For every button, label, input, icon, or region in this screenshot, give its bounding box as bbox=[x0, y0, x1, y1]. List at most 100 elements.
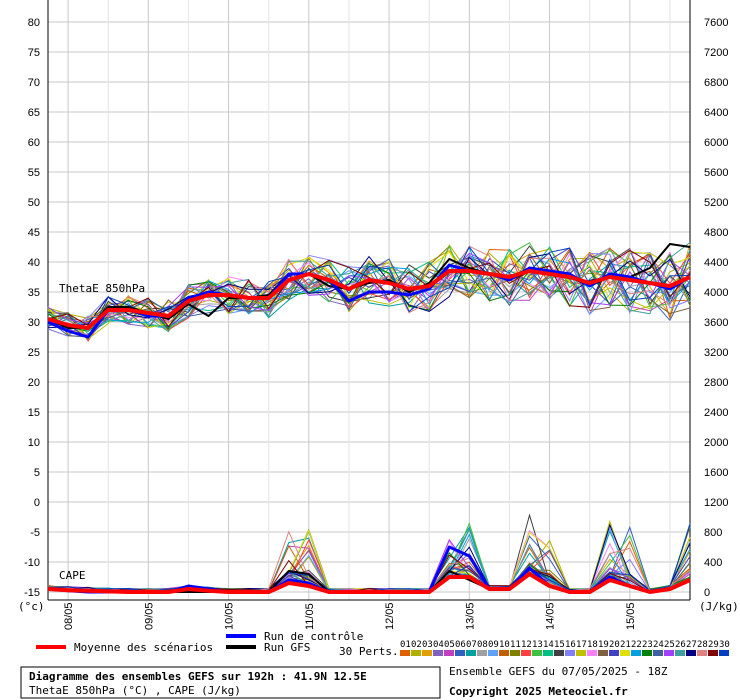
perturbation-legend: 01 02 03 04 05 06 07 08 09 10 11 12 13 14 15 16 17 18 19 20… bbox=[400, 640, 730, 656]
pert-swatch bbox=[433, 650, 443, 656]
left-tick-label: 60 bbox=[28, 137, 40, 149]
pert-number: 16 bbox=[565, 640, 576, 650]
pert-swatch bbox=[444, 650, 454, 656]
left-tick-label: 25 bbox=[28, 347, 40, 359]
pert-number: 15 bbox=[554, 640, 565, 650]
right-tick-label: 4400 bbox=[704, 257, 728, 269]
right-tick-label: 1600 bbox=[704, 467, 728, 479]
ensemble-thetae-line bbox=[47, 245, 691, 340]
pert-swatch bbox=[521, 650, 531, 656]
right-tick-label: 5200 bbox=[704, 197, 728, 209]
pert-swatch bbox=[609, 650, 619, 656]
pert-number: 10 bbox=[499, 640, 510, 650]
pert-swatch bbox=[576, 650, 586, 656]
pert-number: 22 bbox=[631, 640, 642, 650]
right-axis-cape: 7600720068006400600056005200480044004000… bbox=[704, 17, 728, 599]
pert-number: 30 bbox=[719, 640, 730, 650]
pert-number: 06 bbox=[455, 640, 466, 650]
ensemble-thetae-line bbox=[47, 247, 691, 340]
chart-title: Diagramme des ensembles GEFS sur 192h : … bbox=[29, 670, 367, 683]
pert-swatch bbox=[532, 650, 542, 656]
right-tick-label: 400 bbox=[704, 557, 722, 569]
date-label: 14/05 bbox=[545, 602, 557, 630]
left-tick-label: 75 bbox=[28, 47, 40, 59]
pert-swatch bbox=[620, 650, 630, 656]
series-cape-0 bbox=[47, 572, 691, 594]
pert-swatch bbox=[653, 650, 663, 656]
date-label: 11/05 bbox=[304, 603, 316, 630]
left-tick-label: -15 bbox=[24, 587, 40, 599]
pert-swatch bbox=[664, 650, 674, 656]
ensemble-thetae-line bbox=[47, 246, 691, 335]
right-tick-label: 3200 bbox=[704, 347, 728, 359]
pert-number: 20 bbox=[609, 640, 620, 650]
pert-swatch bbox=[411, 650, 421, 656]
right-tick-label: 4800 bbox=[704, 227, 728, 239]
pert-number: 05 bbox=[444, 640, 455, 650]
pert-swatch bbox=[400, 650, 410, 656]
main-series bbox=[47, 243, 691, 594]
left-axis-unit: (°c) bbox=[18, 600, 45, 613]
series-thetae-0 bbox=[47, 269, 691, 330]
pert-swatch bbox=[422, 650, 432, 656]
right-tick-label: 2400 bbox=[704, 407, 728, 419]
title-box bbox=[20, 666, 441, 699]
cape-annotation: CAPE bbox=[59, 569, 86, 582]
legend: Moyenne des scénarios Run de contrôle Ru… bbox=[36, 630, 730, 658]
left-tick-label: 30 bbox=[28, 317, 40, 329]
pert-swatch bbox=[499, 650, 509, 656]
pert-number: 27 bbox=[686, 640, 697, 650]
pert-number: 24 bbox=[653, 640, 664, 650]
legend-control-label: Run de contrôle bbox=[264, 630, 363, 643]
left-tick-label: 55 bbox=[28, 167, 40, 179]
pert-swatch bbox=[598, 650, 608, 656]
right-tick-label: 2000 bbox=[704, 437, 728, 449]
ensemble-thetae-line bbox=[47, 249, 691, 328]
left-tick-label: 50 bbox=[28, 197, 40, 209]
left-tick-label: 65 bbox=[28, 107, 40, 119]
pert-swatch bbox=[466, 650, 476, 656]
pert-number: 23 bbox=[642, 640, 653, 650]
run-info: Ensemble GEFS du 07/05/2025 - 18Z bbox=[449, 665, 668, 678]
pert-number: 01 bbox=[400, 640, 411, 650]
pert-swatch bbox=[477, 650, 487, 656]
ensemble-thetae-line bbox=[47, 251, 691, 333]
pert-swatch bbox=[554, 650, 564, 656]
pert-number: 29 bbox=[708, 640, 719, 650]
right-tick-label: 7600 bbox=[704, 17, 728, 29]
pert-swatch bbox=[697, 650, 707, 656]
left-tick-label: 45 bbox=[28, 227, 40, 239]
pert-number: 04 bbox=[433, 640, 444, 650]
copyright: Copyright 2025 Meteociel.fr bbox=[449, 685, 628, 698]
date-label: 09/05 bbox=[143, 602, 155, 630]
thetae-annotation: ThetaE 850hPa bbox=[59, 282, 145, 295]
pert-number: 28 bbox=[697, 640, 708, 650]
pert-number: 07 bbox=[466, 640, 477, 650]
pert-number: 08 bbox=[477, 640, 488, 650]
pert-number: 12 bbox=[521, 640, 532, 650]
pert-number: 03 bbox=[422, 640, 433, 650]
right-tick-label: 4000 bbox=[704, 287, 728, 299]
pert-number: 11 bbox=[510, 640, 521, 650]
pert-number: 02 bbox=[411, 640, 422, 650]
pert-number: 13 bbox=[532, 640, 543, 650]
right-tick-label: 800 bbox=[704, 527, 722, 539]
right-tick-label: 1200 bbox=[704, 497, 728, 509]
right-axis-unit: (J/kg) bbox=[699, 600, 739, 613]
right-tick-label: 6400 bbox=[704, 107, 728, 119]
date-label: 12/05 bbox=[384, 602, 396, 630]
right-tick-label: 5600 bbox=[704, 167, 728, 179]
legend-mean-label: Moyenne des scénarios bbox=[74, 641, 213, 654]
pert-swatch bbox=[565, 650, 575, 656]
right-tick-label: 6000 bbox=[704, 137, 728, 149]
pert-swatch bbox=[675, 650, 685, 656]
pert-swatch bbox=[642, 650, 652, 656]
left-tick-label: 5 bbox=[34, 467, 40, 479]
left-tick-label: -5 bbox=[30, 527, 40, 539]
left-tick-label: 0 bbox=[34, 497, 40, 509]
chart-subtitle: ThetaE 850hPa (°C) , CAPE (J/kg) bbox=[29, 684, 241, 697]
left-tick-label: 70 bbox=[28, 77, 40, 89]
legend-perts-label: 30 Perts. bbox=[339, 645, 399, 658]
left-tick-label: 80 bbox=[28, 17, 40, 29]
